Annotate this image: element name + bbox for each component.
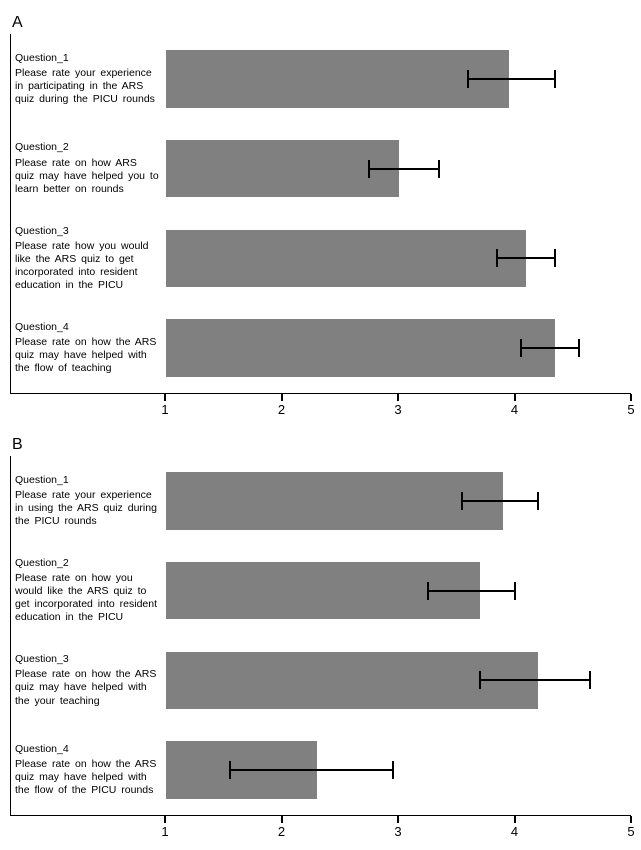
q-label: Question_4 Please rate on how the ARS qu… (11, 743, 166, 798)
tick (630, 816, 632, 823)
bar (166, 319, 555, 376)
panel-b-chart: Question_1 Please rate your experience i… (10, 456, 631, 816)
plot-area (166, 124, 631, 214)
tick-label: 5 (627, 824, 634, 839)
plot-area (166, 214, 631, 304)
figure: A Question_1 Please rate your experience… (10, 14, 631, 840)
tick-label: 1 (161, 824, 168, 839)
tick (514, 816, 516, 823)
tick (630, 394, 632, 401)
tick-label: 2 (278, 402, 285, 417)
tick (164, 816, 166, 823)
tick-label: 2 (278, 824, 285, 839)
q-label: Question_4 Please rate on how the ARS qu… (11, 321, 166, 376)
plot-area (166, 636, 631, 726)
tick (164, 394, 166, 401)
plot-area (166, 725, 631, 815)
panel-b-label: B (12, 436, 631, 454)
tick (397, 816, 399, 823)
tick-label: 3 (394, 402, 401, 417)
q-label: Question_2 Please rate on how ARS quiz m… (11, 141, 166, 196)
tick-label: 4 (511, 824, 518, 839)
plot-area (166, 456, 631, 546)
bar (166, 140, 399, 197)
q-label: Question_3 Please rate how you would lik… (11, 225, 166, 293)
tick-label: 1 (161, 402, 168, 417)
plot-area (166, 34, 631, 124)
panel-a-chart: Question_1 Please rate your experience i… (10, 34, 631, 394)
bar (166, 472, 503, 529)
tick (281, 394, 283, 401)
panel-b: B Question_1 Please rate your experience… (10, 436, 631, 840)
q-label: Question_1 Please rate your experience i… (11, 474, 166, 529)
panel-a: A Question_1 Please rate your experience… (10, 14, 631, 418)
tick (281, 816, 283, 823)
q-label: Question_2 Please rate on how you would … (11, 557, 166, 625)
q-label: Question_1 Please rate your experience i… (11, 52, 166, 107)
tick-label: 3 (394, 824, 401, 839)
bar (166, 230, 526, 287)
bar (166, 50, 509, 107)
panel-a-axis: 12345 (165, 394, 631, 418)
q-label: Question_3 Please rate on how the ARS qu… (11, 653, 166, 708)
tick (397, 394, 399, 401)
tick-label: 5 (627, 402, 634, 417)
panel-b-axis: 12345 (165, 816, 631, 840)
panel-a-label: A (12, 14, 631, 32)
plot-area (166, 546, 631, 636)
tick (514, 394, 516, 401)
tick-label: 4 (511, 402, 518, 417)
plot-area (166, 303, 631, 393)
